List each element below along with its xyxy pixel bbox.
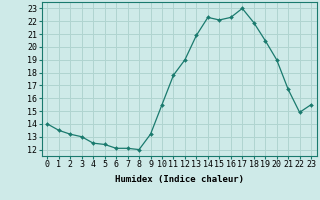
X-axis label: Humidex (Indice chaleur): Humidex (Indice chaleur) xyxy=(115,175,244,184)
